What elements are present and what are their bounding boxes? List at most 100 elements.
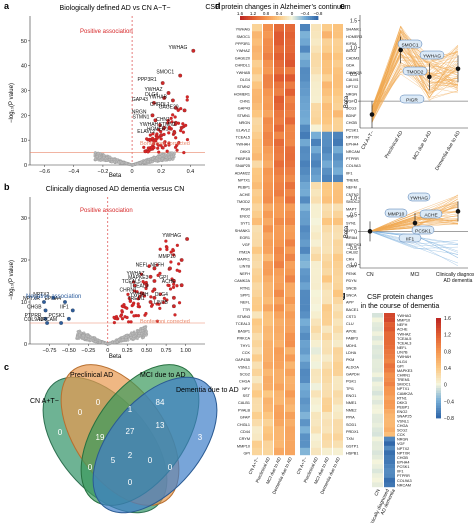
data-point-sig: [176, 141, 181, 145]
row-label-left: CHRDL1: [235, 64, 250, 68]
point-label: ELAVL2: [137, 129, 155, 135]
point-label: IIF1: [60, 304, 69, 310]
heatmap-cell: [263, 447, 273, 456]
data-point-ns: [124, 161, 128, 165]
heatmap-cell: [252, 368, 262, 377]
panel-a: Biologically defined AD vs CN A−T− −log₁…: [9, 5, 205, 179]
y-tick-label: 50: [21, 39, 27, 45]
heatmap-cell: [252, 404, 262, 413]
heatmap-cell: [372, 326, 383, 332]
heatmap-cell: [252, 189, 262, 197]
data-point-ns: [81, 334, 85, 338]
heatmap-cell: [252, 117, 262, 125]
heatmap-cell: [274, 282, 284, 290]
colorbar-swatch: [436, 328, 441, 331]
data-point-sig: [184, 123, 188, 128]
heatmap-cell: [333, 282, 343, 290]
label-leader: [62, 300, 66, 303]
heatmap-cell: [311, 253, 321, 262]
heatmap-cell: [372, 473, 383, 479]
data-point-sig: [158, 247, 162, 251]
data-point-ns: [137, 334, 141, 338]
heatmap-cell: [263, 88, 273, 97]
row-label-right: BEX3: [346, 49, 356, 53]
label-leader: [166, 91, 169, 94]
row-label: LIN7B: [397, 351, 408, 355]
point-label: TCEAL5: [122, 279, 141, 285]
heatmap-cell: [333, 45, 343, 53]
panel-f-ylabel: Beta: [344, 225, 350, 238]
venn-count: 1: [128, 405, 133, 414]
heatmap-cell: [300, 31, 310, 39]
heatmap-cell: [274, 426, 284, 434]
heatmap-cell: [372, 445, 383, 451]
row-label-right: SNCB: [346, 286, 357, 290]
data-point-sig: [150, 145, 154, 149]
colorbar-swatch: [282, 16, 286, 20]
heatmap-cell: [311, 275, 321, 283]
heatmap-cell: [274, 38, 284, 46]
data-point-sig: [149, 304, 154, 308]
heatmap-cell: [322, 110, 332, 118]
row-label-right: PKM: [346, 358, 354, 362]
x-tick-label: 0.50: [141, 348, 152, 354]
heatmap-cell: [274, 203, 284, 211]
heatmap-cell: [274, 153, 284, 161]
heatmap-cell: [322, 383, 332, 391]
colorbar-swatch: [265, 16, 268, 20]
venn-count: 13: [156, 421, 165, 430]
heatmap-cell: [252, 182, 262, 190]
venn-set-3-name: MCI due to AD: [140, 372, 186, 379]
data-point-ns: [131, 163, 135, 167]
label-leader: [148, 275, 151, 277]
data-point-ns: [170, 155, 174, 159]
heatmap-cell: [263, 167, 273, 176]
heatmap-cell: [274, 354, 284, 362]
venn-count: 0: [88, 463, 93, 472]
heatmap-cell: [274, 296, 284, 305]
row-label-left: EGR1: [240, 236, 250, 240]
heatmap-cell: [274, 246, 284, 255]
colorbar-tick-label: −0.4: [444, 399, 454, 405]
heatmap-cell: [274, 110, 284, 118]
heatmap-cell: [372, 441, 383, 446]
label-leader: [173, 106, 176, 109]
heatmap-cell: [384, 317, 395, 323]
colorbar-tick-label: 0: [291, 11, 294, 16]
heatmap-cell: [311, 103, 321, 111]
heatmap-cell: [384, 482, 395, 488]
row-label-right: ENO1: [346, 394, 356, 398]
heatmap-cell: [252, 196, 262, 204]
point-label: ACHE: [162, 279, 177, 285]
x-category-label: Preclinical AD: [384, 130, 405, 160]
colorbar-swatch: [312, 16, 315, 20]
data-point-sig: [151, 132, 155, 136]
heatmap-cell: [252, 253, 262, 262]
heatmap-cell: [263, 153, 273, 161]
heatmap-cell: [252, 81, 262, 89]
data-point-sig: [162, 296, 166, 300]
colorbar-swatch: [436, 335, 441, 339]
venn-count: 0: [78, 408, 83, 417]
point-label: TCEAL3: [130, 283, 149, 289]
label-leader: [171, 296, 174, 298]
heatmap-cell: [311, 289, 321, 298]
data-point-ns: [98, 340, 102, 344]
point-label: PCSK1: [48, 313, 65, 319]
heatmap-cell: [263, 368, 273, 377]
data-point-sig: [148, 139, 152, 143]
heatmap-cell: [252, 31, 262, 39]
data-point-sig: [136, 314, 141, 318]
trajectory-line: [369, 231, 459, 264]
heatmap-cell: [333, 182, 343, 190]
data-point-sig: [177, 262, 181, 266]
heatmap-cell: [372, 422, 383, 428]
heatmap-cell: [322, 426, 332, 434]
row-label-right: HSPB1: [346, 452, 358, 456]
data-point-sig: [121, 305, 125, 309]
heatmap-cell: [263, 275, 273, 283]
point-label: NRGN: [132, 109, 147, 115]
data-point-sig: [126, 292, 130, 296]
heatmap-cell: [252, 124, 262, 132]
point-label: CHGB: [27, 304, 42, 310]
